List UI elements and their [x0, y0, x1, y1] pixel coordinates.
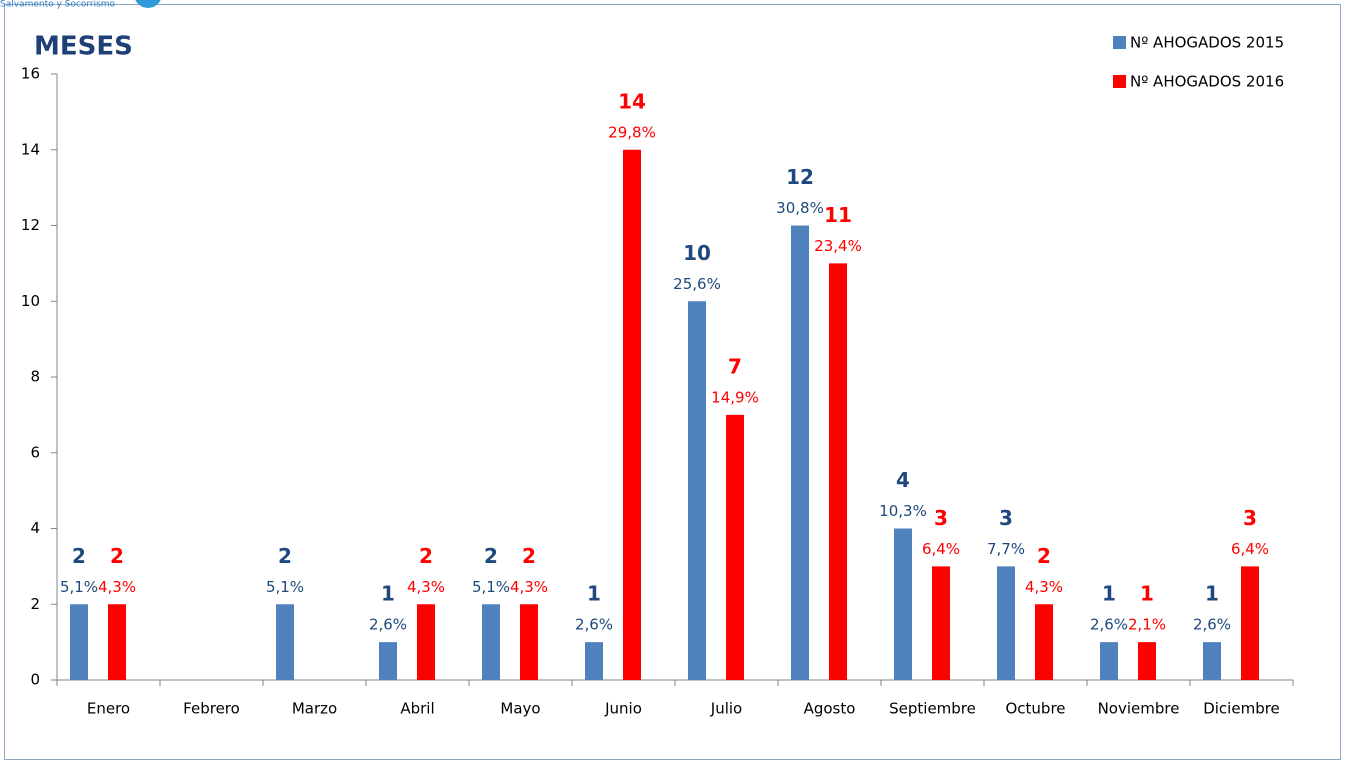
share-label: 2,6% — [1193, 616, 1231, 634]
bar — [932, 566, 950, 680]
legend-swatch — [1113, 75, 1126, 88]
x-tick-label: Septiembre — [889, 700, 976, 718]
share-label: 23,4% — [814, 237, 862, 255]
bar — [520, 604, 538, 680]
share-label: 5,1% — [60, 578, 98, 596]
y-tick-label: 10 — [21, 292, 40, 310]
bar — [1203, 642, 1221, 680]
value-label: 3 — [934, 506, 948, 530]
value-label: 1 — [1102, 582, 1116, 606]
bar — [894, 528, 912, 680]
bar — [791, 225, 809, 680]
bar — [688, 301, 706, 680]
y-tick-label: 14 — [21, 140, 40, 158]
share-label: 4,3% — [1025, 578, 1063, 596]
y-tick-label: 12 — [21, 216, 40, 234]
x-tick-label: Mayo — [500, 700, 540, 718]
bar — [1100, 642, 1118, 680]
legend-label: Nº AHOGADOS 2015 — [1130, 34, 1284, 52]
value-label: 3 — [1243, 506, 1257, 530]
value-label: 1 — [1205, 582, 1219, 606]
x-tick-label: Agosto — [804, 700, 856, 718]
y-tick-label: 16 — [21, 65, 40, 83]
share-label: 4,3% — [98, 578, 136, 596]
value-label: 2 — [419, 544, 433, 568]
y-tick-label: 0 — [30, 671, 40, 689]
value-label: 11 — [824, 203, 852, 227]
bar — [997, 566, 1015, 680]
value-label: 1 — [1140, 582, 1154, 606]
share-label: 2,6% — [1090, 616, 1128, 634]
share-label: 6,4% — [922, 540, 960, 558]
value-label: 2 — [1037, 544, 1051, 568]
share-label: 4,3% — [407, 578, 445, 596]
share-label: 10,3% — [879, 502, 927, 520]
y-tick-label: 4 — [30, 519, 40, 537]
x-tick-label: Octubre — [1005, 700, 1065, 718]
share-label: 25,6% — [673, 275, 721, 293]
share-label: 4,3% — [510, 578, 548, 596]
share-label: 2,6% — [369, 616, 407, 634]
x-tick-label: Marzo — [292, 700, 337, 718]
value-label: 1 — [381, 582, 395, 606]
y-tick-label: 8 — [30, 368, 40, 386]
value-label: 2 — [72, 544, 86, 568]
value-label: 2 — [522, 544, 536, 568]
value-label: 2 — [278, 544, 292, 568]
x-tick-label: Julio — [710, 700, 742, 718]
x-tick-label: Enero — [87, 700, 130, 718]
legend-label: Nº AHOGADOS 2016 — [1130, 73, 1284, 91]
header-text: Salvamento y Socorrismo — [0, 0, 116, 10]
bar — [623, 149, 641, 680]
bar — [276, 604, 294, 680]
value-label: 1 — [587, 582, 601, 606]
value-label: 10 — [683, 241, 711, 265]
x-tick-label: Junio — [604, 700, 642, 718]
x-tick-label: Abril — [400, 700, 434, 718]
bar — [70, 604, 88, 680]
y-tick-label: 2 — [30, 595, 40, 613]
share-label: 6,4% — [1231, 540, 1269, 558]
bar — [482, 604, 500, 680]
share-label: 14,9% — [711, 388, 759, 406]
legend-swatch — [1113, 36, 1126, 49]
value-label: 4 — [896, 468, 910, 492]
bar — [1138, 642, 1156, 680]
bar — [417, 604, 435, 680]
logo — [135, 0, 161, 8]
chart-title: MESES — [34, 32, 133, 62]
value-label: 3 — [999, 506, 1013, 530]
value-label: 2 — [110, 544, 124, 568]
share-label: 30,8% — [776, 199, 824, 217]
x-tick-label: Febrero — [183, 700, 240, 718]
bar — [1241, 566, 1259, 680]
y-tick-label: 6 — [30, 443, 40, 461]
share-label: 29,8% — [608, 123, 656, 141]
share-label: 2,1% — [1128, 616, 1166, 634]
value-label: 2 — [484, 544, 498, 568]
share-label: 5,1% — [266, 578, 304, 596]
bar — [108, 604, 126, 680]
share-label: 7,7% — [987, 540, 1025, 558]
share-label: 2,6% — [575, 616, 613, 634]
x-tick-label: Diciembre — [1203, 700, 1280, 718]
value-label: 7 — [728, 354, 742, 378]
share-label: 5,1% — [472, 578, 510, 596]
value-label: 14 — [618, 89, 646, 113]
bar — [726, 414, 744, 680]
value-label: 12 — [786, 165, 814, 189]
bar — [1035, 604, 1053, 680]
x-tick-label: Noviembre — [1098, 700, 1180, 718]
chart-border — [4, 4, 1341, 760]
bar — [829, 263, 847, 680]
bar — [379, 642, 397, 680]
bar — [585, 642, 603, 680]
